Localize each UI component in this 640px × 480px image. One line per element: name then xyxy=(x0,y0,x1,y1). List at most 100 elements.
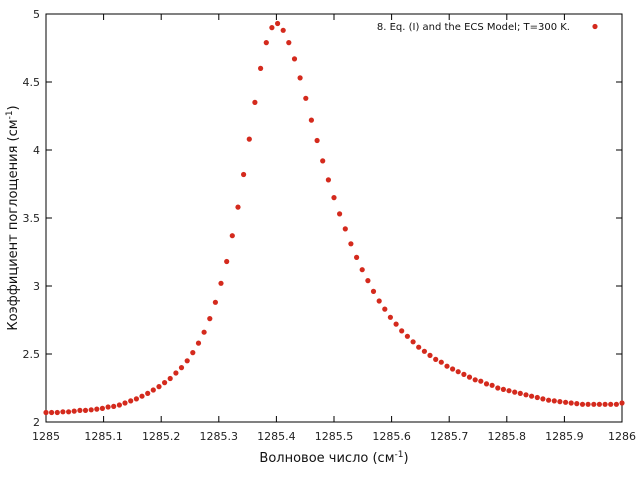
data-point xyxy=(495,385,501,391)
y-tick-label: 2 xyxy=(33,416,40,429)
data-point xyxy=(483,381,490,387)
data-point xyxy=(241,171,247,178)
data-point xyxy=(546,397,552,403)
legend-label: 8. Eq. (I) and the ECS Model; T=300 K. xyxy=(377,22,570,33)
data-point xyxy=(608,401,614,407)
data-point xyxy=(596,401,603,407)
data-point xyxy=(506,388,512,394)
data-point xyxy=(450,366,456,372)
x-tick-label: 1285.3 xyxy=(200,430,239,443)
data-point xyxy=(190,350,196,356)
data-point xyxy=(433,356,439,362)
data-point xyxy=(291,56,298,62)
data-point xyxy=(207,316,213,322)
data-point xyxy=(602,401,608,407)
data-point xyxy=(178,365,185,371)
data-point xyxy=(455,369,461,375)
data-point xyxy=(66,409,72,415)
data-point xyxy=(619,400,625,406)
data-point xyxy=(258,65,264,71)
data-point xyxy=(173,370,179,376)
y-tick-label: 5 xyxy=(33,8,40,21)
data-point xyxy=(421,348,427,354)
data-point xyxy=(416,344,422,350)
data-point xyxy=(195,340,202,346)
data-point xyxy=(393,321,399,327)
data-point xyxy=(297,75,303,81)
x-tick-label: 1285.7 xyxy=(430,430,469,443)
data-point xyxy=(410,339,416,345)
data-point xyxy=(252,99,258,105)
y-axis-title: Коэффициент поглощения (см-1) xyxy=(5,105,21,330)
data-point xyxy=(557,399,563,405)
legend-marker xyxy=(592,23,598,30)
data-point xyxy=(444,363,450,369)
data-point xyxy=(82,407,89,413)
data-point xyxy=(201,329,207,335)
data-point xyxy=(585,401,591,407)
data-point xyxy=(54,409,60,416)
x-tick-label: 1285.1 xyxy=(84,430,123,443)
x-tick-label: 1285.4 xyxy=(257,430,296,443)
data-point xyxy=(145,390,151,396)
data-point xyxy=(427,352,433,358)
data-point xyxy=(512,389,518,395)
data-point xyxy=(49,409,55,416)
data-points xyxy=(43,20,625,416)
data-point xyxy=(71,408,77,414)
data-point xyxy=(269,25,275,31)
data-point xyxy=(150,387,156,393)
axis-ticks: 1285 1285.1 1285.2 1285.3 1285.4 1285.5 1285.6… xyxy=(23,8,637,443)
data-point xyxy=(246,136,252,142)
data-point xyxy=(156,384,162,390)
y-tick-label: 3 xyxy=(33,280,40,293)
data-point xyxy=(308,117,314,123)
data-point xyxy=(133,396,139,402)
data-point xyxy=(568,400,574,406)
data-point xyxy=(286,40,292,46)
data-point xyxy=(105,404,111,410)
data-point xyxy=(370,288,377,294)
data-point xyxy=(563,399,569,405)
data-point xyxy=(43,409,49,416)
data-point xyxy=(303,95,309,101)
data-point xyxy=(122,400,128,406)
data-point xyxy=(325,177,331,183)
data-point xyxy=(551,398,557,404)
x-tick-label: 1285.8 xyxy=(488,430,527,443)
data-point xyxy=(139,393,145,399)
x-tick-label: 1285.9 xyxy=(545,430,584,443)
data-point xyxy=(77,407,83,413)
data-point xyxy=(517,390,523,396)
data-point xyxy=(337,211,343,217)
data-point xyxy=(229,233,235,239)
x-tick-label: 1285.6 xyxy=(372,430,411,443)
data-point xyxy=(128,398,134,404)
data-point xyxy=(591,401,597,407)
data-point xyxy=(212,299,218,305)
data-point xyxy=(489,382,495,388)
data-point xyxy=(461,371,467,377)
data-point xyxy=(314,137,320,144)
data-point xyxy=(574,401,580,407)
data-point xyxy=(500,386,506,392)
y-tick-label: 2.5 xyxy=(23,348,41,361)
data-point xyxy=(162,380,168,386)
data-point xyxy=(540,396,546,402)
data-point xyxy=(275,20,281,27)
y-tick-label: 4 xyxy=(33,144,40,157)
data-point xyxy=(382,306,388,312)
data-point xyxy=(438,359,444,365)
data-point xyxy=(404,333,410,339)
data-point xyxy=(263,40,269,46)
data-point xyxy=(320,158,326,164)
data-point xyxy=(579,401,586,407)
x-axis-title: Волновое число (см-1) xyxy=(259,450,408,466)
y-tick-label: 3.5 xyxy=(23,212,41,225)
data-point xyxy=(478,378,484,384)
plot-frame xyxy=(45,13,623,423)
data-point xyxy=(529,393,535,399)
data-point xyxy=(224,258,230,265)
data-point xyxy=(376,298,382,304)
